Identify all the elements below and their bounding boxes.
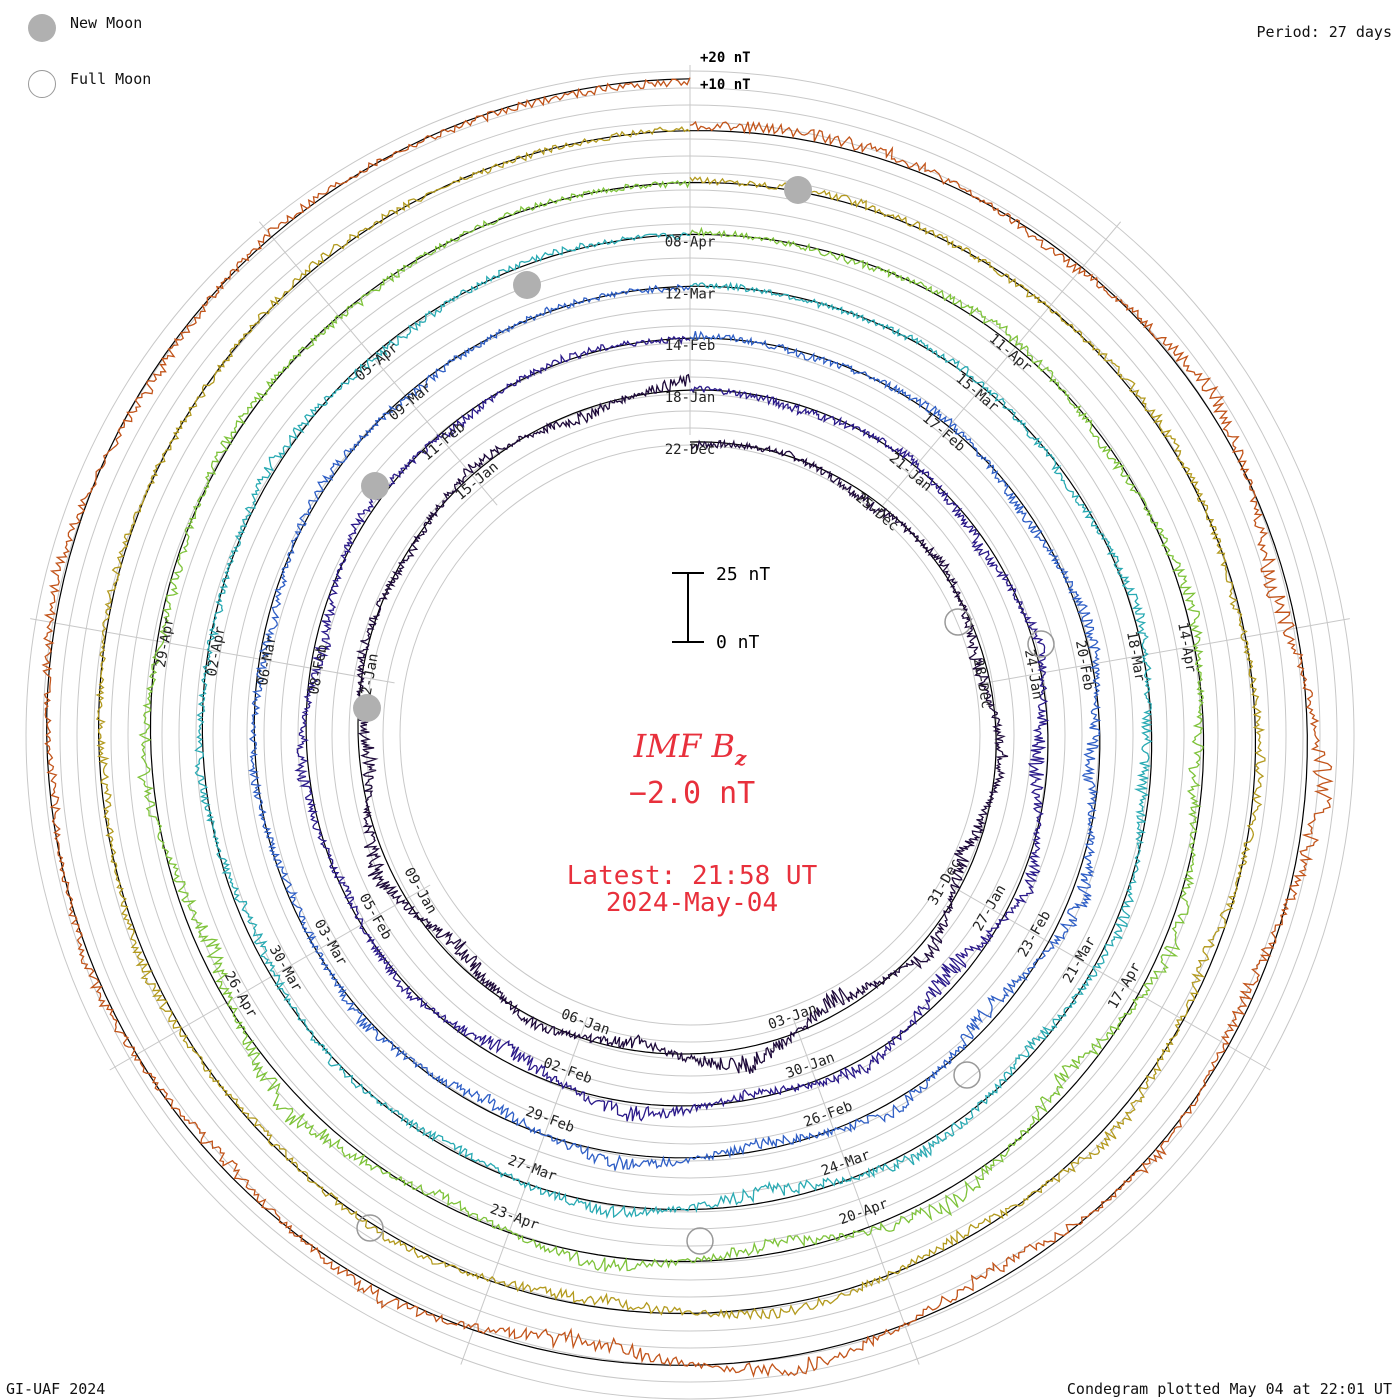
series-trace: [355, 373, 1009, 1074]
full-moon-marker: [686, 1227, 714, 1255]
date-label: 03-Jan: [766, 1001, 819, 1033]
date-label: 14-Feb: [665, 338, 716, 354]
series-trace: [294, 335, 1050, 1122]
date-label: 18-Mar: [1123, 630, 1148, 683]
date-label: 12-Mar: [665, 286, 716, 302]
series-trace: [194, 232, 1153, 1219]
series-trace: [248, 283, 1102, 1171]
full-moon-marker: [1027, 630, 1055, 658]
ring-scale-plus20: +20 nT: [700, 50, 751, 66]
latest-time: Latest: 21:58 UT: [567, 861, 818, 891]
center-title-main: IMF B: [633, 727, 735, 765]
grid-spoke: [792, 1016, 920, 1365]
date-label: 15-Jan: [453, 459, 502, 504]
full-moon-marker: [944, 608, 972, 636]
date-label: 20-Apr: [837, 1196, 890, 1228]
date-label: 11-Feb: [419, 419, 468, 464]
series-trace: [95, 126, 1266, 1321]
grid-spoke: [109, 884, 431, 1071]
series-trace: [41, 77, 1334, 1378]
new-moon-marker: [784, 176, 812, 204]
date-label: 26-Feb: [802, 1098, 855, 1130]
baseline-spiral: [46, 78, 1308, 1366]
new-moon-marker: [361, 472, 389, 500]
new-moon-marker: [353, 694, 381, 722]
moon-markers: [353, 176, 1055, 1255]
date-label: 24-Mar: [819, 1147, 872, 1179]
date-label: 08-Feb: [306, 643, 331, 696]
scale-bar: 25 nT 0 nT: [672, 564, 770, 653]
latest-date: 2024-May-04: [606, 888, 778, 918]
grid-spoke: [882, 221, 1122, 506]
period-label: Period: 27 days: [1256, 23, 1392, 41]
center-title: IMF Bz: [633, 727, 747, 770]
date-label: 25-Dec: [852, 490, 901, 535]
date-label: 14-Apr: [1174, 621, 1199, 674]
date-label: 05-Apr: [353, 340, 402, 385]
grid-spoke: [258, 221, 498, 506]
grid-spoke: [985, 618, 1350, 684]
date-label: 08-Apr: [665, 234, 716, 250]
date-label: 21-Mar: [1060, 934, 1099, 986]
date-label: 18-Jan: [665, 390, 716, 406]
ring-scale-plus10: +10 nT: [700, 77, 751, 93]
date-label: 31-Dec: [925, 856, 964, 908]
new-moon-marker: [513, 271, 541, 299]
spoke-grid: [30, 65, 1350, 1365]
full-moon-marker: [356, 1214, 384, 1242]
new-moon-icon: [28, 14, 56, 42]
scale-bar-top-label: 25 nT: [716, 564, 770, 585]
date-label: 03-Mar: [311, 917, 350, 969]
date-label: 23-Feb: [1015, 908, 1054, 960]
date-label: 02-Apr: [204, 625, 229, 678]
new-moon-label: New Moon: [70, 14, 143, 32]
series-group: [41, 77, 1334, 1378]
center-value: −2.0 nT: [629, 776, 755, 811]
full-moon-marker: [953, 1061, 981, 1089]
scale-bar-bottom-label: 0 nT: [716, 632, 760, 653]
center-title-subscript: z: [734, 746, 747, 770]
grid-spoke: [460, 1016, 588, 1365]
grid-spoke: [30, 618, 395, 684]
full-moon-label: Full Moon: [70, 70, 152, 88]
date-label: 23-Apr: [488, 1201, 541, 1233]
date-label: 06-Mar: [255, 634, 280, 687]
footer-right: Condegram plotted May 04 at 22:01 UT: [1066, 1380, 1392, 1398]
full-moon-icon: [28, 70, 56, 98]
date-label: 09-Mar: [386, 379, 435, 424]
footer-left: GI-UAF 2024: [6, 1380, 106, 1398]
series-trace: [136, 180, 1205, 1272]
date-label: 28-Dec: [970, 657, 995, 710]
date-label: 22-Dec: [665, 442, 716, 458]
